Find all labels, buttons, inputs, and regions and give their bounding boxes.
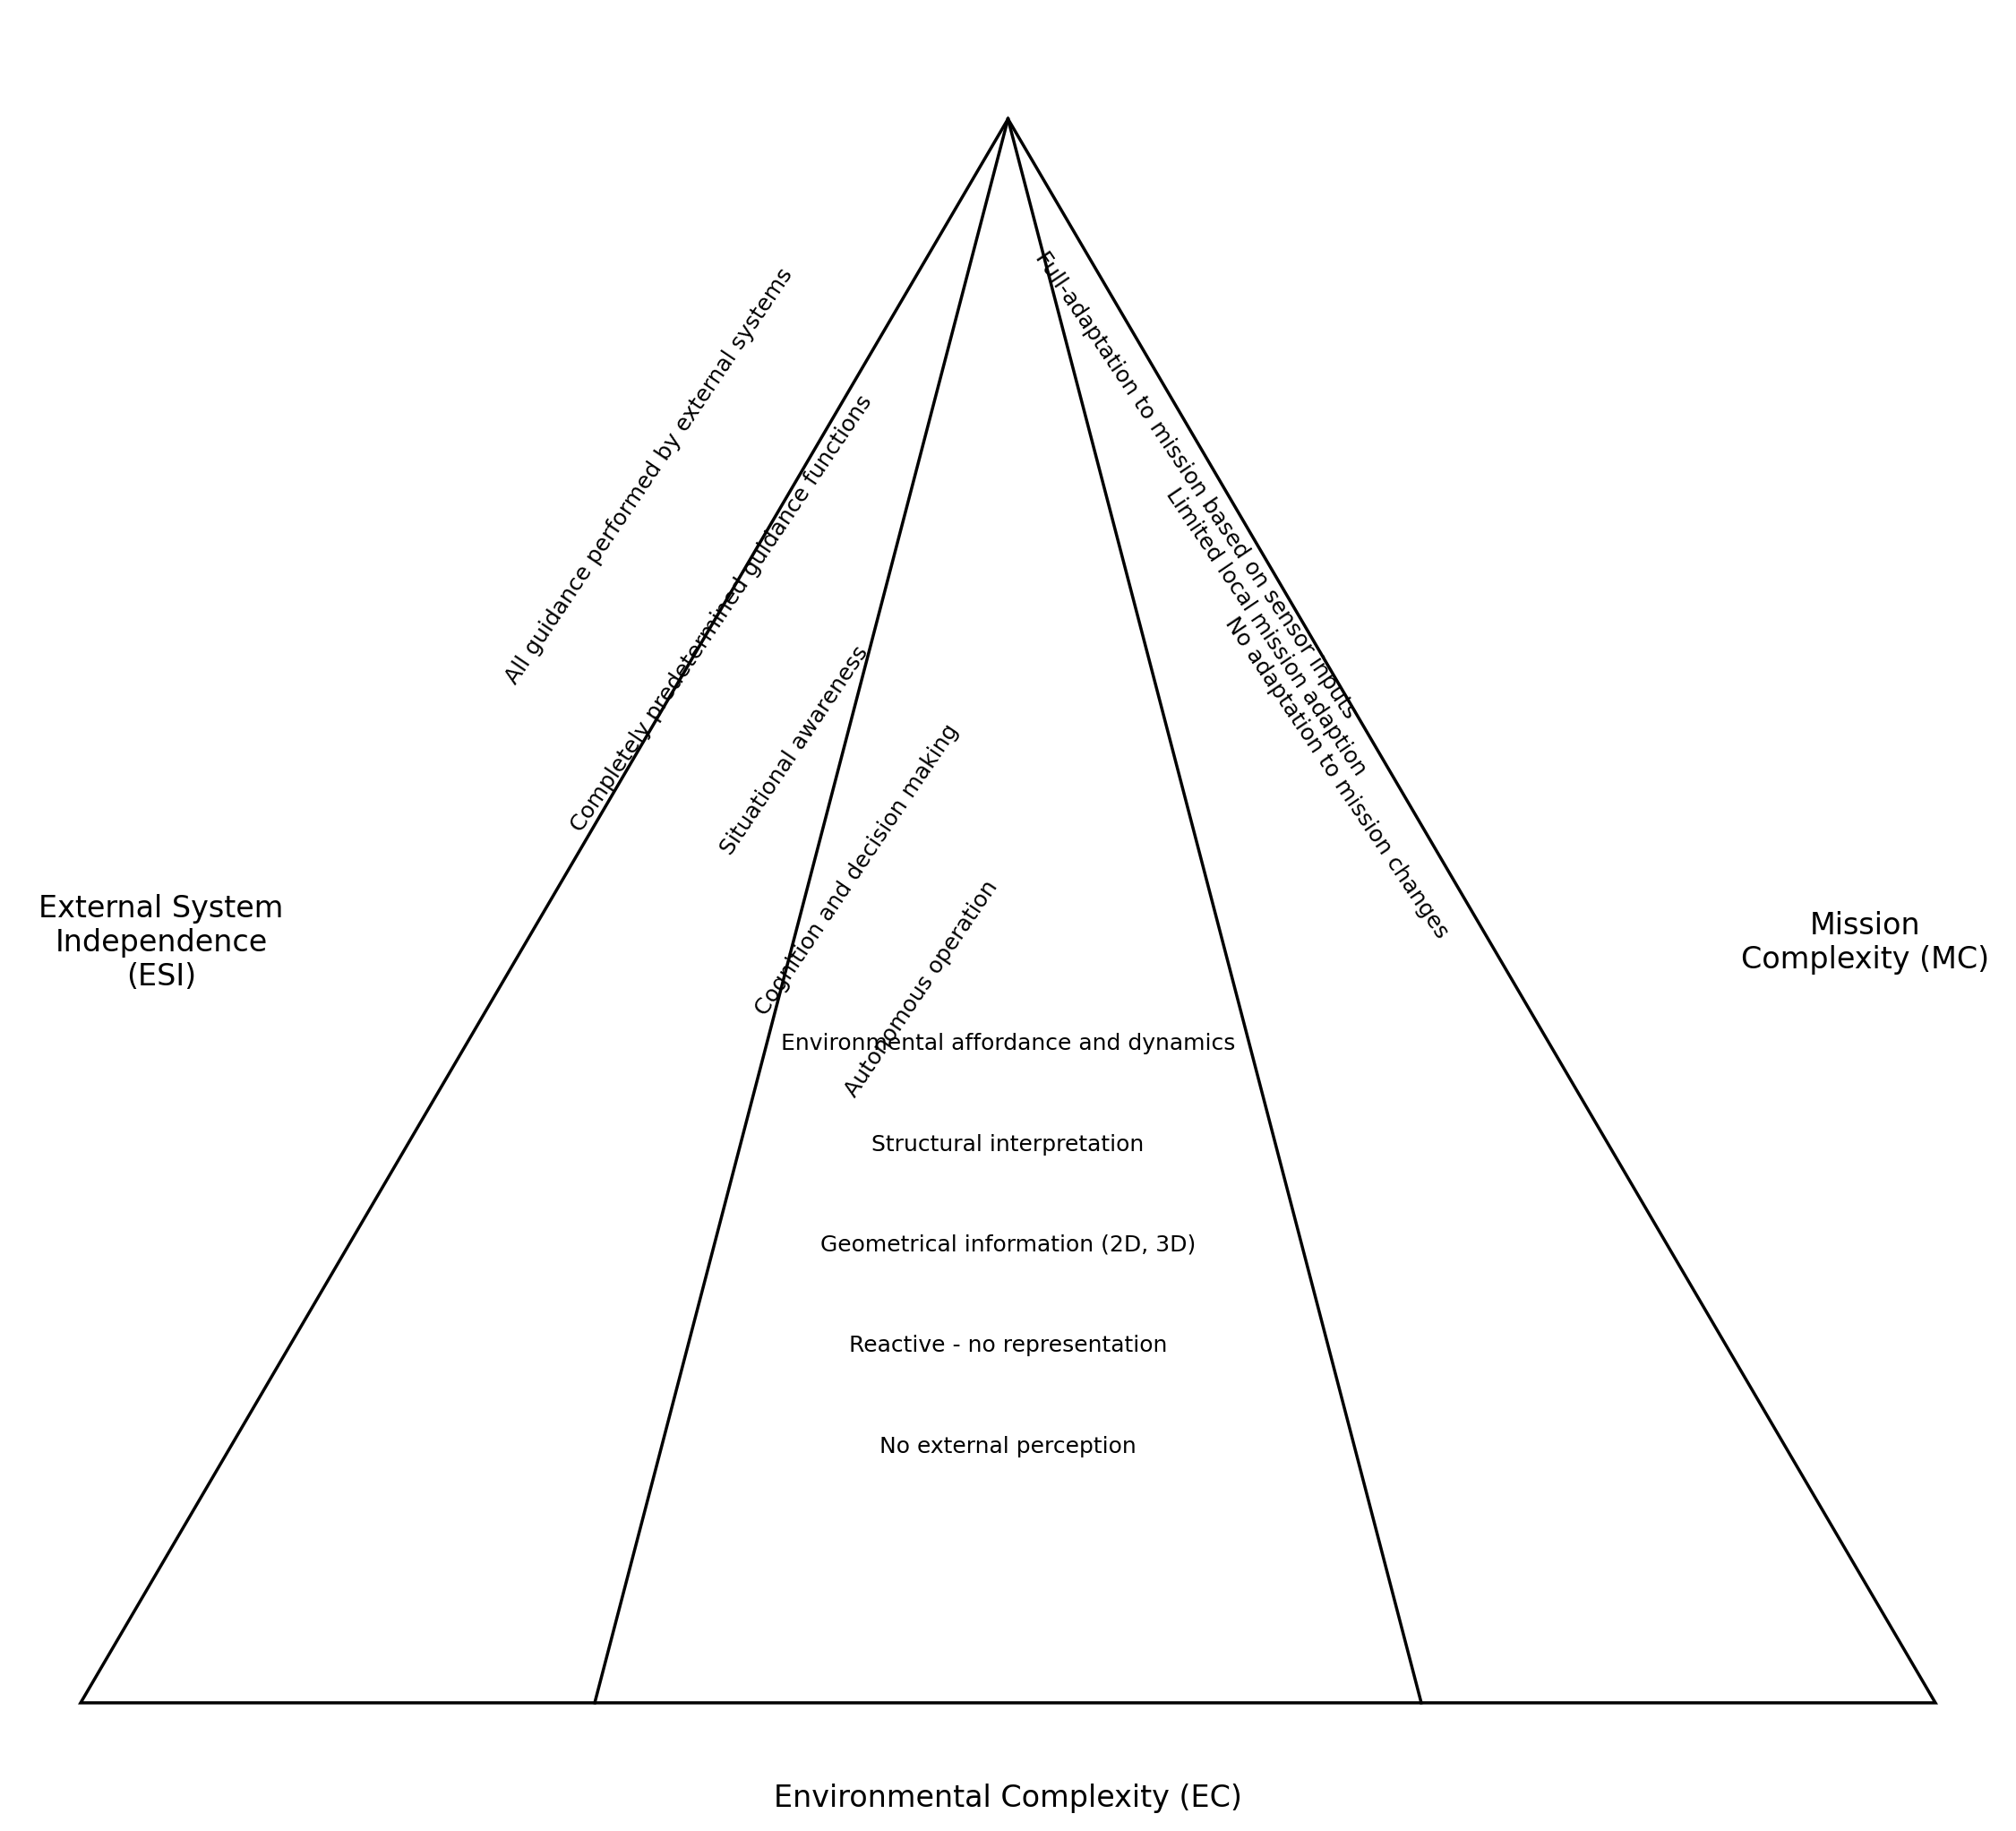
Text: Environmental Complexity (EC): Environmental Complexity (EC) — [774, 1783, 1242, 1813]
Text: Completely predetermined guidance functions: Completely predetermined guidance functi… — [566, 392, 877, 835]
Text: Mission
Complexity (MC): Mission Complexity (MC) — [1740, 912, 1990, 974]
Text: No external perception: No external perception — [879, 1436, 1137, 1457]
Text: Environmental affordance and dynamics: Environmental affordance and dynamics — [780, 1033, 1236, 1055]
Text: No adaptation to mission changes: No adaptation to mission changes — [1222, 613, 1452, 943]
Text: Geometrical information (2D, 3D): Geometrical information (2D, 3D) — [821, 1234, 1195, 1256]
Text: Reactive - no representation: Reactive - no representation — [849, 1335, 1167, 1357]
Text: Structural interpretation: Structural interpretation — [871, 1133, 1145, 1155]
Text: Situational awareness: Situational awareness — [716, 643, 873, 859]
Text: Cognition and decision making: Cognition and decision making — [752, 720, 962, 1020]
Text: Limited local mission adaption: Limited local mission adaption — [1161, 483, 1371, 780]
Text: Autonomous operation: Autonomous operation — [841, 877, 1002, 1100]
Text: All guidance performed by external systems: All guidance performed by external syste… — [502, 264, 796, 688]
Text: External System
Independence
(ESI): External System Independence (ESI) — [38, 894, 284, 992]
Text: Full-adaptation to mission based on sensor inputs: Full-adaptation to mission based on sens… — [1030, 247, 1361, 723]
